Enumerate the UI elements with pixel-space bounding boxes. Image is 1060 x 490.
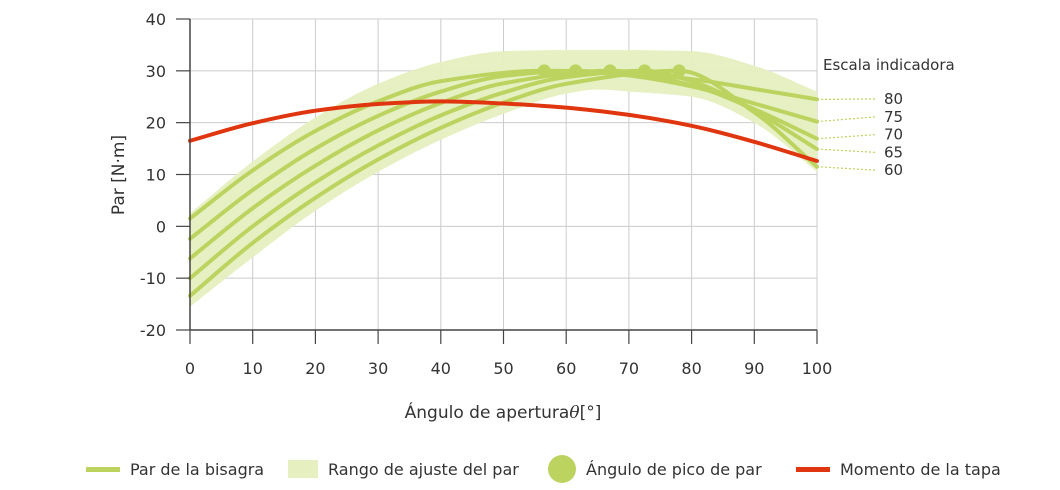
peak-marker-60 bbox=[672, 64, 686, 78]
scale-leader-60 bbox=[816, 166, 877, 171]
legend-label-range: Rango de ajuste del par bbox=[328, 459, 519, 479]
y-tick-label-20: 20 bbox=[146, 114, 166, 133]
hinge-line-65 bbox=[188, 68, 819, 281]
y-tick-label-0: 0 bbox=[156, 217, 166, 236]
scale-leader-65 bbox=[816, 148, 877, 153]
scale-label-80: 80 bbox=[884, 90, 903, 108]
scale-label-70: 70 bbox=[884, 126, 903, 144]
y-tick-label-10: 10 bbox=[146, 166, 166, 185]
legend-item-peak: Ángulo de pico de par bbox=[548, 452, 762, 486]
legend-swatch-lid bbox=[796, 466, 830, 472]
x-tick-label-60: 60 bbox=[556, 359, 576, 378]
x-axis-label-symbol: θ bbox=[569, 403, 579, 423]
x-axis-label: Ángulo de aperturaθ[°] bbox=[405, 401, 602, 423]
scale-leader-75 bbox=[816, 116, 877, 123]
legend-item-hinge: Par de la bisagra bbox=[86, 452, 264, 486]
legend-item-range: Rango de ajuste del par bbox=[288, 452, 519, 486]
y-tick-label--10: -10 bbox=[140, 269, 166, 288]
peak-angle-markers bbox=[537, 64, 686, 78]
scale-label-65: 65 bbox=[884, 143, 903, 161]
legend-label-lid: Momento de la tapa bbox=[840, 459, 1001, 479]
x-tick-label-90: 90 bbox=[744, 359, 764, 378]
legend-label-hinge: Par de la bisagra bbox=[130, 459, 265, 479]
x-tick-label-50: 50 bbox=[493, 359, 513, 378]
legend-item-lid: Momento de la tapa bbox=[796, 452, 1001, 486]
y-axis-label: Par [N·m] bbox=[109, 135, 129, 215]
legend: Par de la bisagra Rango de ajuste del pa… bbox=[0, 452, 1060, 486]
scale-label-75: 75 bbox=[884, 108, 903, 126]
lid-moment-line bbox=[188, 99, 819, 163]
x-tick-label-0: 0 bbox=[185, 359, 195, 378]
lid-moment-path bbox=[188, 99, 819, 163]
scale-label-60: 60 bbox=[884, 161, 903, 179]
hinge-line-60 bbox=[188, 68, 819, 298]
y-tick-label-30: 30 bbox=[146, 62, 166, 81]
x-tick-label-100: 100 bbox=[802, 359, 833, 378]
x-tick-label-20: 20 bbox=[305, 359, 325, 378]
peak-marker-75 bbox=[569, 64, 583, 78]
peak-marker-70 bbox=[603, 64, 617, 78]
peak-marker-65 bbox=[638, 64, 652, 78]
scale-leader-70 bbox=[816, 134, 877, 140]
x-tick-label-80: 80 bbox=[681, 359, 701, 378]
legend-swatch-peak bbox=[548, 455, 576, 483]
legend-swatch-hinge bbox=[86, 466, 120, 472]
x-tick-label-10: 10 bbox=[243, 359, 263, 378]
scale-title: Escala indicadora bbox=[823, 56, 955, 74]
y-tick-label--20: -20 bbox=[140, 321, 166, 340]
x-tick-label-70: 70 bbox=[619, 359, 639, 378]
y-tick-label-40: 40 bbox=[146, 10, 166, 29]
x-axis-label-unit: [°] bbox=[580, 403, 602, 423]
x-tick-label-30: 30 bbox=[368, 359, 388, 378]
x-axis-label-text: Ángulo de apertura bbox=[405, 401, 570, 423]
hinge-torque-lines bbox=[188, 68, 819, 298]
x-tick-label-40: 40 bbox=[431, 359, 451, 378]
legend-swatch-range bbox=[288, 460, 318, 478]
legend-label-peak: Ángulo de pico de par bbox=[586, 459, 762, 479]
peak-marker-80 bbox=[537, 64, 551, 78]
